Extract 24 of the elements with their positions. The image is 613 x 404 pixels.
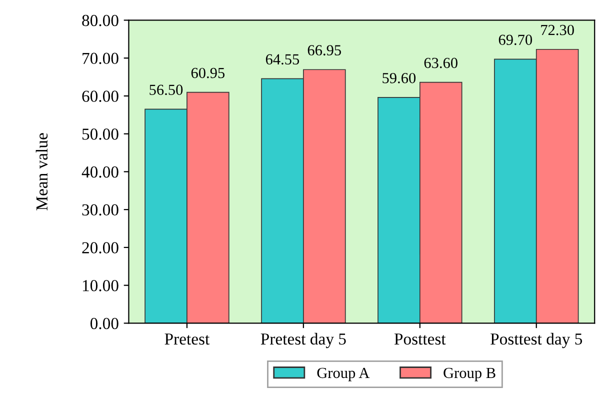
data-label: 72.30 [541, 24, 574, 36]
legend-label: Group B [444, 368, 496, 382]
x-tick-label: Pretest day 5 [260, 332, 346, 348]
data-label: 60.95 [191, 68, 225, 78]
x-tick-label: Posttest day 5 [490, 332, 582, 348]
y-tick-label: 50.00 [82, 128, 118, 140]
data-label: 63.60 [424, 58, 458, 68]
y-tick-label: 0.00 [90, 318, 118, 330]
data-label: 69.70 [498, 34, 532, 46]
data-label: 66.95 [308, 45, 341, 56]
y-tick-label: 10.00 [82, 280, 118, 292]
data-label: 56.50 [150, 84, 183, 96]
x-tick-label: Posttest [394, 334, 446, 345]
y-tick-label: 20.00 [82, 242, 118, 254]
x-tick-label: Pretest [164, 334, 210, 345]
y-tick-label: 80.00 [82, 14, 118, 26]
y-tick-label: 30.00 [82, 204, 118, 216]
y-tick-label: 70.00 [82, 52, 118, 64]
y-tick-label: 60.00 [82, 90, 118, 102]
y-tick-label: 40.00 [82, 166, 118, 178]
y-axis-title: Mean value [36, 133, 48, 210]
data-label: 59.60 [382, 72, 416, 84]
data-label: 64.55 [266, 54, 300, 65]
legend-label: Group A [317, 368, 370, 382]
